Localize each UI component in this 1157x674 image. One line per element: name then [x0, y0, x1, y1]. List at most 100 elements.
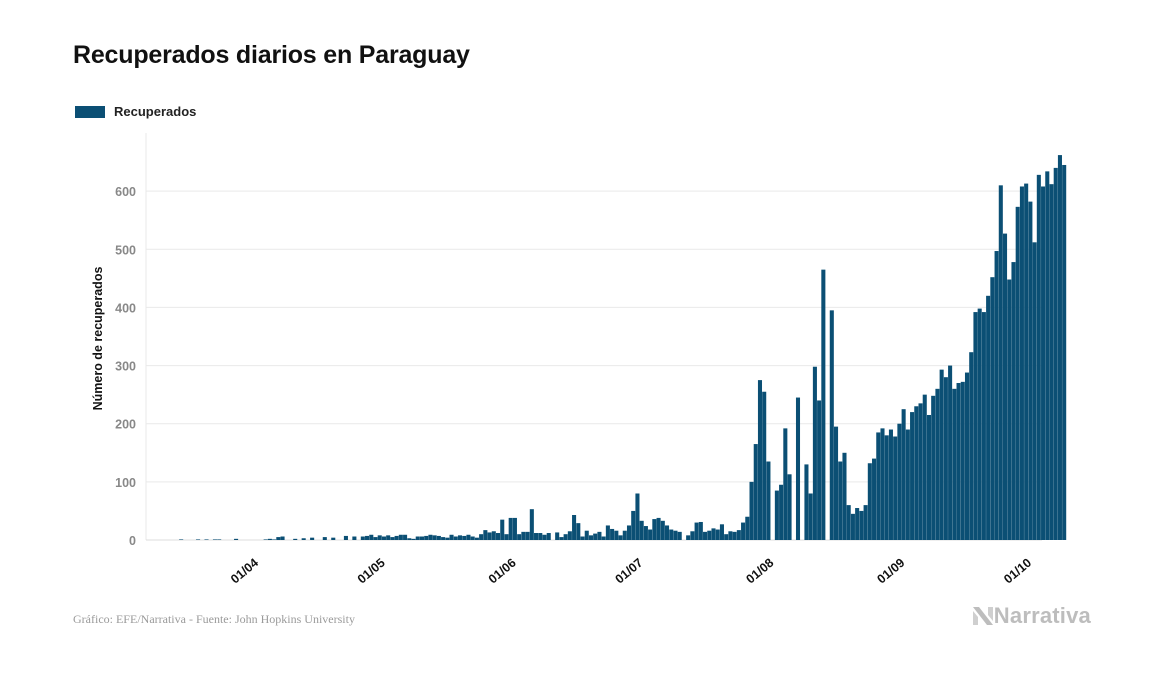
bar [783, 428, 788, 540]
brand: Narrativa [972, 603, 1091, 629]
bar [766, 461, 771, 540]
bar [377, 535, 382, 540]
narrativa-n-logo-icon [972, 607, 993, 625]
bar [217, 539, 222, 540]
bar [584, 530, 589, 540]
x-tick-label: 01/06 [486, 556, 519, 587]
bar [736, 530, 741, 540]
bar [470, 536, 475, 540]
bar [834, 426, 839, 540]
bar [656, 517, 661, 540]
bar [267, 538, 272, 540]
bar [559, 537, 564, 540]
bar [846, 505, 851, 540]
bar [331, 537, 336, 540]
bar [580, 536, 585, 540]
bar [977, 308, 982, 540]
bar [631, 510, 636, 540]
bar [555, 532, 560, 540]
bar [715, 529, 720, 540]
brand-name: Narrativa [993, 603, 1091, 628]
bar [411, 538, 416, 540]
bar [415, 536, 420, 540]
bar [888, 429, 893, 540]
legend-swatch [75, 105, 105, 118]
bar [998, 185, 1003, 540]
bar [639, 520, 644, 540]
bar [960, 381, 965, 540]
bar [952, 388, 957, 540]
bar [643, 526, 648, 540]
bar [1062, 164, 1067, 541]
bar [724, 534, 729, 540]
bar [204, 539, 209, 540]
bar [719, 524, 724, 540]
bar [859, 510, 864, 540]
bar [926, 414, 932, 540]
bar [935, 388, 940, 540]
y-tick-label: 200 [115, 418, 136, 432]
bar [838, 461, 843, 540]
bar [905, 429, 910, 540]
bar [1003, 233, 1008, 540]
bar [360, 536, 365, 540]
bar [817, 400, 822, 540]
bar [808, 493, 813, 540]
bar [500, 519, 505, 540]
bar [457, 535, 463, 540]
bar [884, 435, 889, 540]
x-tick-label: 01/05 [355, 556, 388, 587]
bar [948, 365, 953, 540]
bar [618, 535, 623, 540]
source-credit: Gráfico: EFE/Narrativa - Fuente: John Ho… [73, 612, 355, 626]
bar [757, 380, 763, 540]
bar [563, 534, 568, 540]
bar [546, 533, 551, 540]
bar [707, 530, 712, 540]
bar [711, 528, 716, 540]
bar [872, 458, 877, 540]
chart-legend: Recuperados [75, 104, 196, 119]
bar [394, 535, 399, 540]
bar [462, 535, 467, 540]
bar [572, 515, 577, 540]
bar [652, 519, 657, 540]
bar [821, 269, 826, 540]
bar [829, 310, 834, 540]
bar [343, 535, 348, 540]
bar [694, 522, 699, 540]
bar [234, 538, 239, 540]
bar [762, 391, 767, 540]
bar [432, 535, 437, 540]
bar [479, 534, 484, 540]
bar [301, 538, 306, 540]
bar [918, 403, 923, 540]
bar [525, 531, 530, 540]
y-tick-label: 0 [129, 534, 136, 548]
bar [732, 531, 737, 540]
bar [986, 295, 991, 540]
bar [626, 525, 632, 540]
bar [1007, 279, 1012, 540]
x-tick-label: 01/04 [228, 556, 261, 587]
bar [449, 534, 454, 540]
bar [386, 535, 391, 540]
bar [542, 534, 547, 540]
bar [466, 534, 471, 540]
bar [212, 539, 217, 540]
bar [508, 517, 513, 540]
bar [529, 509, 534, 540]
y-tick-label: 600 [115, 185, 136, 199]
bar [855, 508, 860, 540]
bar [373, 537, 378, 540]
bar [453, 536, 458, 540]
bar [419, 536, 425, 540]
bar [850, 513, 855, 540]
bar [487, 532, 492, 540]
bar [901, 409, 906, 540]
bar [517, 534, 522, 540]
bar [876, 432, 881, 540]
bar [910, 412, 915, 540]
bar [310, 537, 315, 540]
